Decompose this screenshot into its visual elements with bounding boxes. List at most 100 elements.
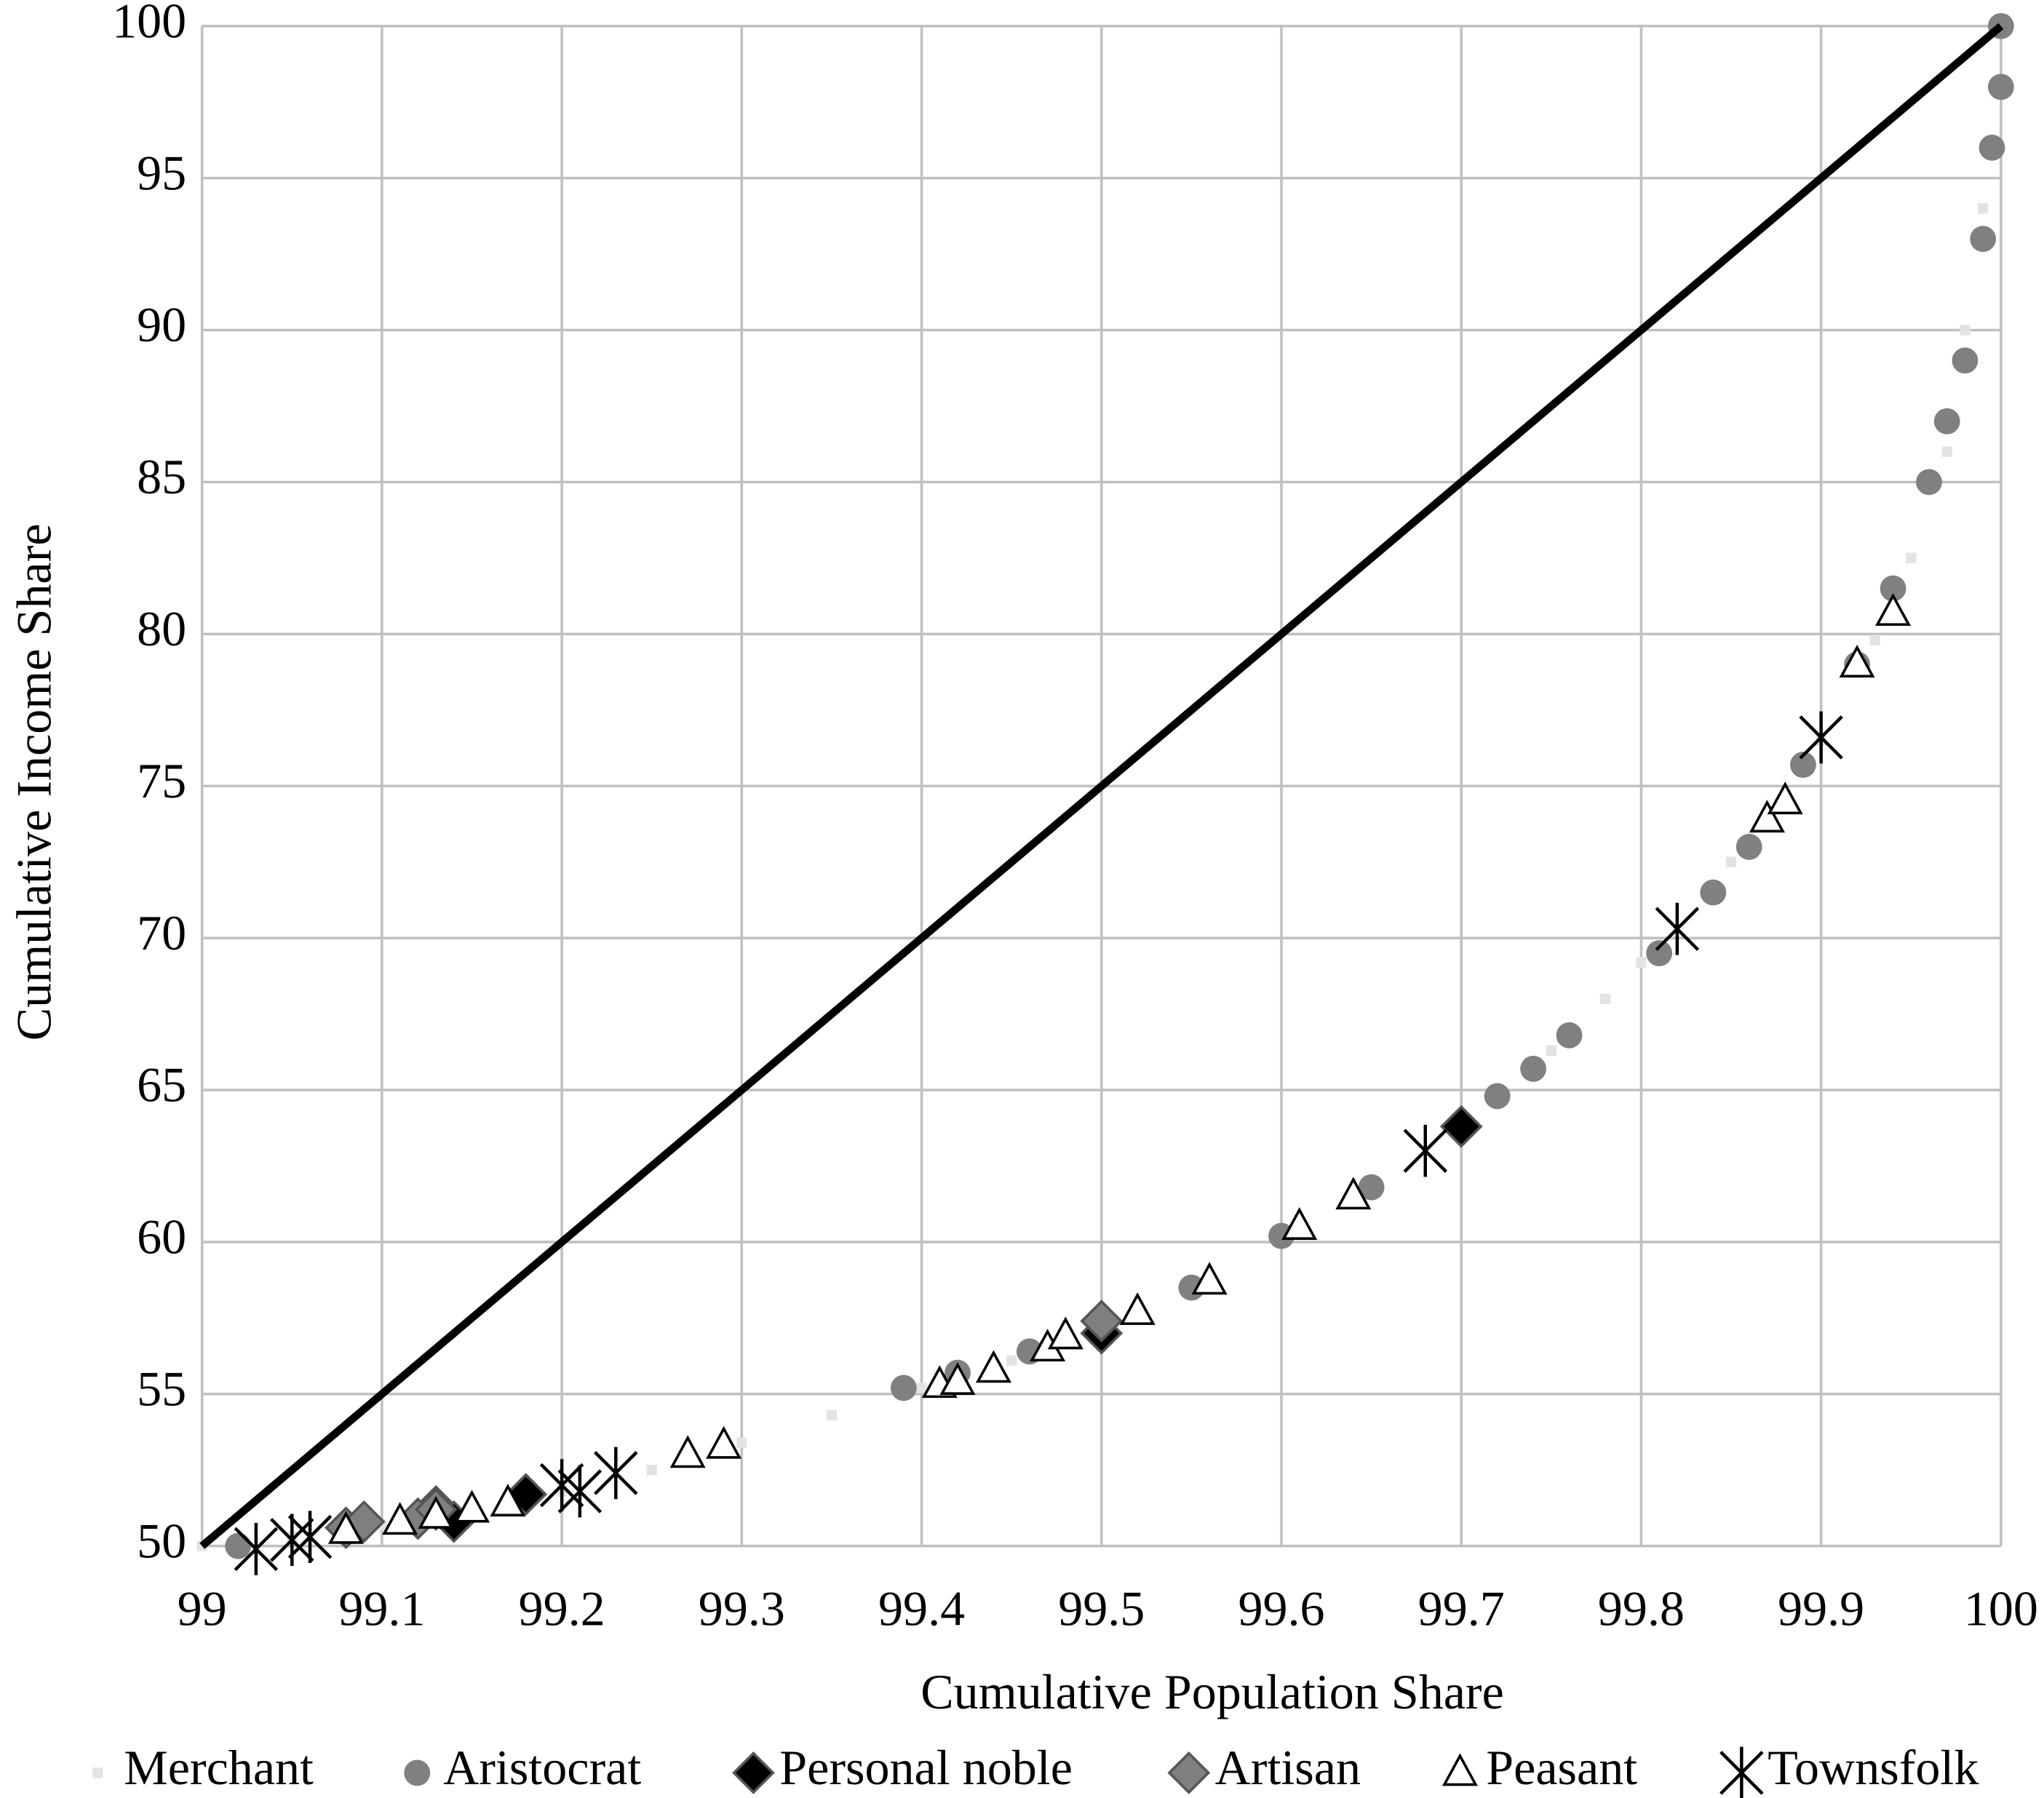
square-marker: [1906, 552, 1917, 564]
y-tick-label: 80: [137, 601, 186, 656]
legend-label: Artisan: [1215, 1740, 1361, 1795]
circle-marker: [1556, 1022, 1583, 1049]
square-marker: [1006, 1355, 1017, 1367]
legend-marker: [1441, 1753, 1478, 1786]
y-tick-label: 90: [137, 297, 186, 352]
circle-marker: [1790, 752, 1816, 778]
triangle-marker: [939, 1362, 976, 1396]
diamond-marker: [504, 1473, 548, 1516]
circle-marker: [1358, 1174, 1385, 1201]
y-tick-label: 50: [137, 1513, 186, 1568]
legend-marker: [92, 1767, 103, 1778]
x-tick-label: 99.5: [1058, 1580, 1145, 1636]
square-marker: [1725, 856, 1737, 867]
x-tick-label: 99.1: [338, 1580, 425, 1636]
circle-marker: [1952, 347, 1979, 374]
x-tick-label: 99.6: [1238, 1580, 1324, 1636]
legend-label: Aristocrat: [443, 1740, 641, 1795]
asterisk-marker: [270, 1513, 314, 1567]
triangle-marker: [418, 1495, 454, 1529]
asterisk-marker: [1799, 711, 1843, 764]
x-axis-title: Cumulative Population Share: [920, 1664, 1504, 1719]
legend-marker: [1719, 1746, 1764, 1798]
y-tick-label: 60: [137, 1209, 186, 1265]
diamond-marker: [1439, 1105, 1483, 1148]
triangle-marker: [1839, 645, 1875, 678]
square-marker: [1546, 1045, 1556, 1056]
y-tick-label: 75: [137, 753, 186, 808]
triangle-marker: [453, 1489, 490, 1523]
x-tick-label: 99.4: [878, 1580, 965, 1636]
square-marker: [1599, 993, 1611, 1004]
y-tick-label: 95: [137, 145, 186, 200]
triangle-marker: [1335, 1177, 1372, 1210]
circle-marker: [1987, 73, 2014, 100]
triangle-marker: [1281, 1207, 1318, 1240]
x-tick-label: 100: [1964, 1580, 2038, 1636]
circle-marker: [1916, 469, 1942, 496]
square-marker: [1869, 635, 1880, 645]
triangle-marker: [669, 1435, 706, 1468]
y-tick-label: 65: [137, 1057, 186, 1113]
circle-marker: [1484, 1083, 1511, 1110]
square-marker: [826, 1409, 838, 1421]
circle-marker: [1880, 575, 1906, 602]
circle-marker: [1520, 1055, 1547, 1082]
square-marker: [736, 1437, 747, 1448]
legend-marker: [732, 1751, 775, 1794]
legend-label: Personal noble: [779, 1740, 1073, 1795]
square-marker: [916, 1383, 927, 1393]
circle-marker: [1979, 135, 2005, 161]
asterisk-marker: [557, 1465, 603, 1518]
square-marker: [1977, 203, 1989, 214]
circle-marker: [225, 1532, 252, 1559]
circle-marker: [1735, 833, 1762, 860]
asterisk-marker: [1403, 1124, 1448, 1177]
triangle-marker: [1047, 1316, 1083, 1350]
y-axis-title: Cumulative Income Share: [6, 524, 61, 1041]
triangle-marker: [1875, 593, 1912, 626]
asterisk-marker: [287, 1511, 333, 1563]
y-tick-label: 100: [112, 0, 186, 48]
x-tick-label: 99: [178, 1580, 227, 1636]
legend-label: Merchant: [124, 1740, 314, 1795]
x-tick-label: 99.2: [519, 1580, 605, 1636]
asterisk-marker: [1655, 902, 1700, 955]
x-tick-label: 99.3: [699, 1580, 785, 1636]
y-tick-label: 55: [137, 1361, 186, 1416]
circle-marker: [1933, 408, 1960, 434]
triangle-marker: [1749, 800, 1786, 833]
circle-marker: [890, 1375, 917, 1401]
legend-marker: [404, 1759, 431, 1786]
triangle-marker: [1191, 1262, 1228, 1295]
x-tick-label: 99.8: [1598, 1580, 1685, 1636]
triangle-marker: [382, 1502, 418, 1535]
y-tick-label: 85: [137, 449, 186, 504]
asterisk-marker: [594, 1447, 638, 1500]
square-marker: [1941, 446, 1952, 457]
legend-label: Peasant: [1486, 1740, 1637, 1795]
circle-marker: [1970, 226, 1997, 252]
circle-marker: [1646, 940, 1673, 966]
triangle-marker: [975, 1350, 1011, 1383]
asterisk-marker: [234, 1523, 279, 1575]
legend-marker: [1167, 1751, 1211, 1794]
triangle-marker: [706, 1425, 742, 1459]
square-marker: [1636, 957, 1647, 968]
y-tick-label: 70: [137, 905, 186, 960]
asterisk-marker: [539, 1459, 584, 1511]
legend-label: Townsfolk: [1767, 1740, 1979, 1795]
square-marker: [1960, 325, 1971, 335]
x-tick-label: 99.7: [1418, 1580, 1505, 1636]
triangle-marker: [490, 1484, 526, 1517]
diamond-marker: [1080, 1300, 1124, 1342]
circle-marker: [1700, 879, 1727, 906]
triangle-marker: [1767, 781, 1803, 815]
triangle-marker: [327, 1511, 364, 1544]
reference-line: [199, 23, 2004, 1549]
x-tick-label: 99.9: [1778, 1580, 1864, 1636]
square-marker: [646, 1465, 657, 1476]
triangle-marker: [1119, 1292, 1156, 1325]
